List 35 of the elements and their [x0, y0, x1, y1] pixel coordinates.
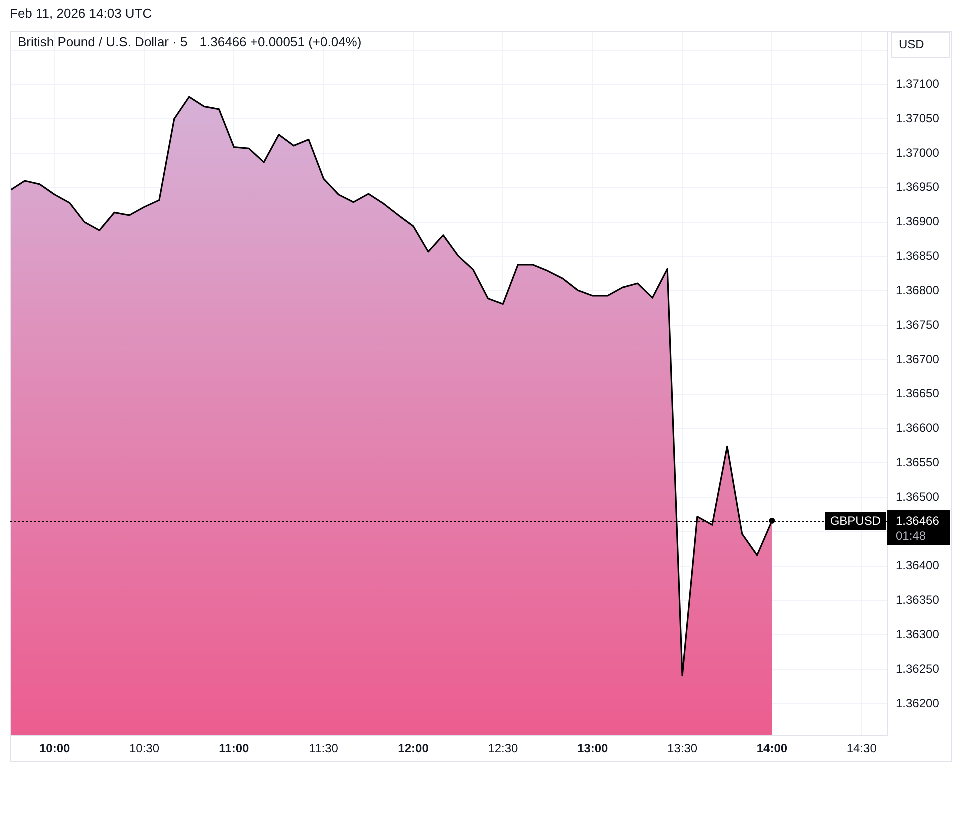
x-tick-label: 11:30	[309, 742, 339, 756]
y-tick-label: 1.36650	[896, 386, 940, 401]
y-tick-label: 1.36900	[896, 214, 940, 229]
y-tick-label: 1.36550	[896, 455, 940, 470]
y-tick-label: 1.36700	[896, 352, 940, 366]
text: 1.36466	[896, 514, 940, 528]
x-tick-label: 10:30	[129, 742, 160, 756]
x-tick-label: 11:00	[219, 742, 250, 756]
x-tick-label: 12:00	[398, 742, 430, 756]
chart-title: British Pound / U.S. Dollar · 5	[18, 34, 188, 50]
x-tick-label: 13:30	[668, 742, 698, 756]
y-tick-label: 1.36600	[896, 421, 940, 436]
x-tick-label: 14:00	[756, 742, 788, 756]
text: Feb 11, 2026 14:03 UTC	[10, 6, 152, 22]
y-tick-label: 1.37000	[896, 146, 940, 160]
x-tick-label: 13:00	[578, 742, 609, 756]
ref-line-label: GBPUSD	[830, 514, 882, 528]
text: 01:48	[896, 528, 926, 543]
y-axis-title: USD	[899, 37, 925, 52]
y-tick-label: 1.36300	[896, 628, 940, 642]
y-tick-label: 1.36200	[896, 696, 940, 710]
y-tick-label: 1.37050	[896, 111, 940, 126]
x-tick-label: 10:00	[39, 742, 70, 756]
y-tick-label: 1.36950	[896, 180, 940, 194]
y-tick-label: 1.36250	[896, 662, 940, 676]
y-tick-label: 1.36400	[896, 558, 940, 573]
y-tick-label: 1.36750	[896, 318, 940, 332]
y-tick-label: 1.36500	[896, 490, 940, 504]
x-tick-label: 12:30	[488, 742, 519, 756]
x-tick-label: 14:30	[846, 742, 878, 756]
chart-subtitle: 1.36466 +0.00051 (+0.04%)	[200, 34, 362, 50]
y-tick-label: 1.36800	[896, 283, 940, 298]
y-tick-label: 1.37100	[896, 76, 940, 91]
y-tick-label: 1.36850	[896, 249, 940, 264]
y-tick-label: 1.36350	[896, 593, 940, 608]
